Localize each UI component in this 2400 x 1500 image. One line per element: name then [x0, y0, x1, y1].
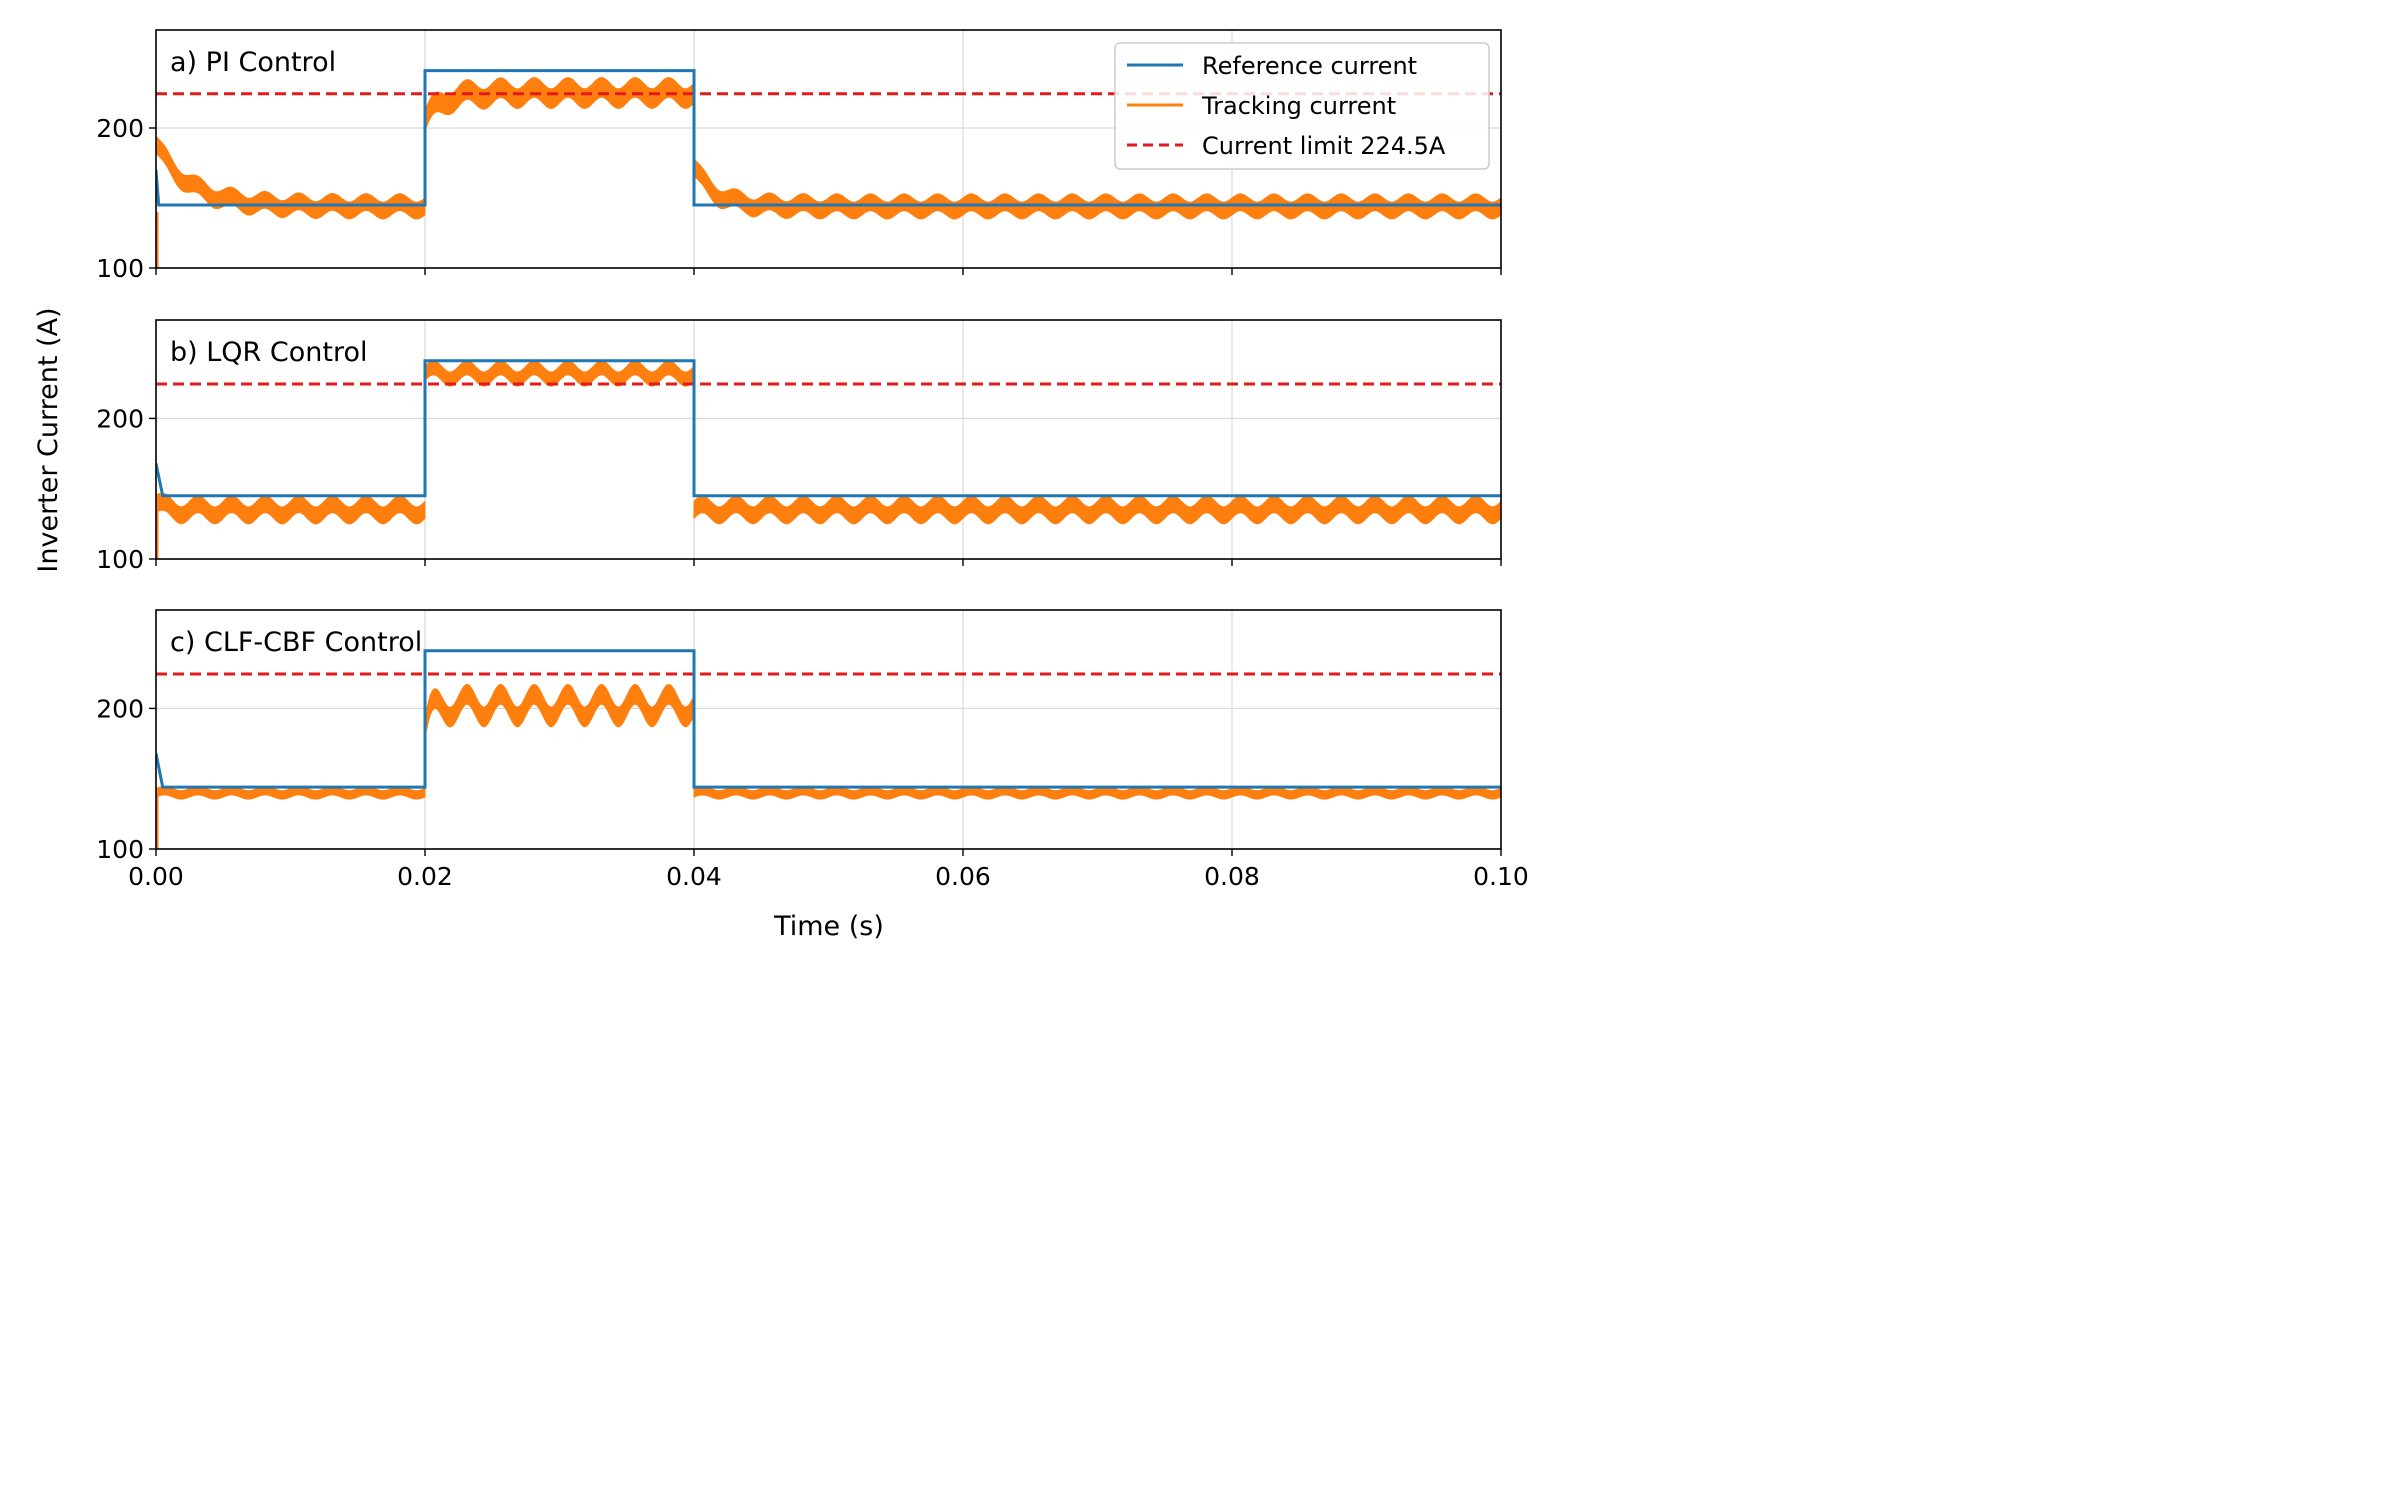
plot-area: [156, 69, 1501, 268]
legend-entry-3: Current limit 224.5A: [1202, 132, 1446, 160]
x-tick-label-1: 0.02: [397, 862, 453, 891]
reference-current-line: [156, 359, 1501, 498]
y-tick-label-0: 100: [96, 254, 144, 283]
x-tick-label-2: 0.04: [666, 862, 722, 891]
legend-entry-1: Reference current: [1202, 52, 1417, 80]
x-tick-label-5: 0.10: [1473, 862, 1529, 891]
panel-title: b) LQR Control: [170, 337, 368, 368]
x-tick-label-4: 0.08: [1204, 862, 1260, 891]
tracking-current-segment-1: [156, 135, 426, 220]
panels: 100 200 a) PI Control 100 200 b) LQR Control 0…: [96, 29, 1529, 891]
x-tick-label-0: 0.00: [128, 862, 184, 891]
x-tick-label-3: 0.06: [935, 862, 991, 891]
panel-3: 0.00 0.02 0.04 0.06 0.08 0.10 100 200 c) CLF-CBF…: [96, 609, 1529, 891]
y-tick-label-1: 200: [96, 694, 144, 723]
axes-frame: [155, 29, 1502, 269]
axes-frame: [155, 319, 1502, 560]
tracking-current-segment-2: [424, 77, 695, 131]
plot-area: [156, 359, 1501, 559]
reference-current-line: [156, 69, 1501, 207]
plot-area: [156, 649, 1501, 849]
y-tick-label-0: 100: [96, 835, 144, 864]
legend-entry-2: Tracking current: [1201, 92, 1396, 120]
tracking-current-segment-1: [156, 785, 426, 800]
legend: Reference current Tracking current Current…: [1114, 42, 1490, 170]
y-tick-label-1: 200: [96, 404, 144, 433]
panel-title: a) PI Control: [170, 47, 336, 78]
panel-1: 100 200 a) PI Control: [96, 29, 1502, 283]
axes-frame: [155, 609, 1502, 850]
panel-title: c) CLF-CBF Control: [170, 627, 422, 658]
tracking-current-segment-2: [424, 683, 695, 740]
figure: 100 200 a) PI Control 100 200 b) LQR Control 0…: [33, 29, 1529, 942]
y-tick-label-0: 100: [96, 545, 144, 574]
tracking-current-segment-1: [156, 492, 426, 525]
x-axis-label: Time (s): [773, 911, 884, 942]
tracking-current-segment-2: [424, 360, 695, 387]
tracking-current-segment-3: [693, 495, 1501, 525]
y-tick-label-1: 200: [96, 114, 144, 143]
reference-current-line: [156, 649, 1501, 789]
legend-box: [1114, 42, 1490, 170]
y-axis-label: Inverter Current (A): [33, 307, 64, 572]
panel-2: 100 200 b) LQR Control: [96, 319, 1502, 574]
